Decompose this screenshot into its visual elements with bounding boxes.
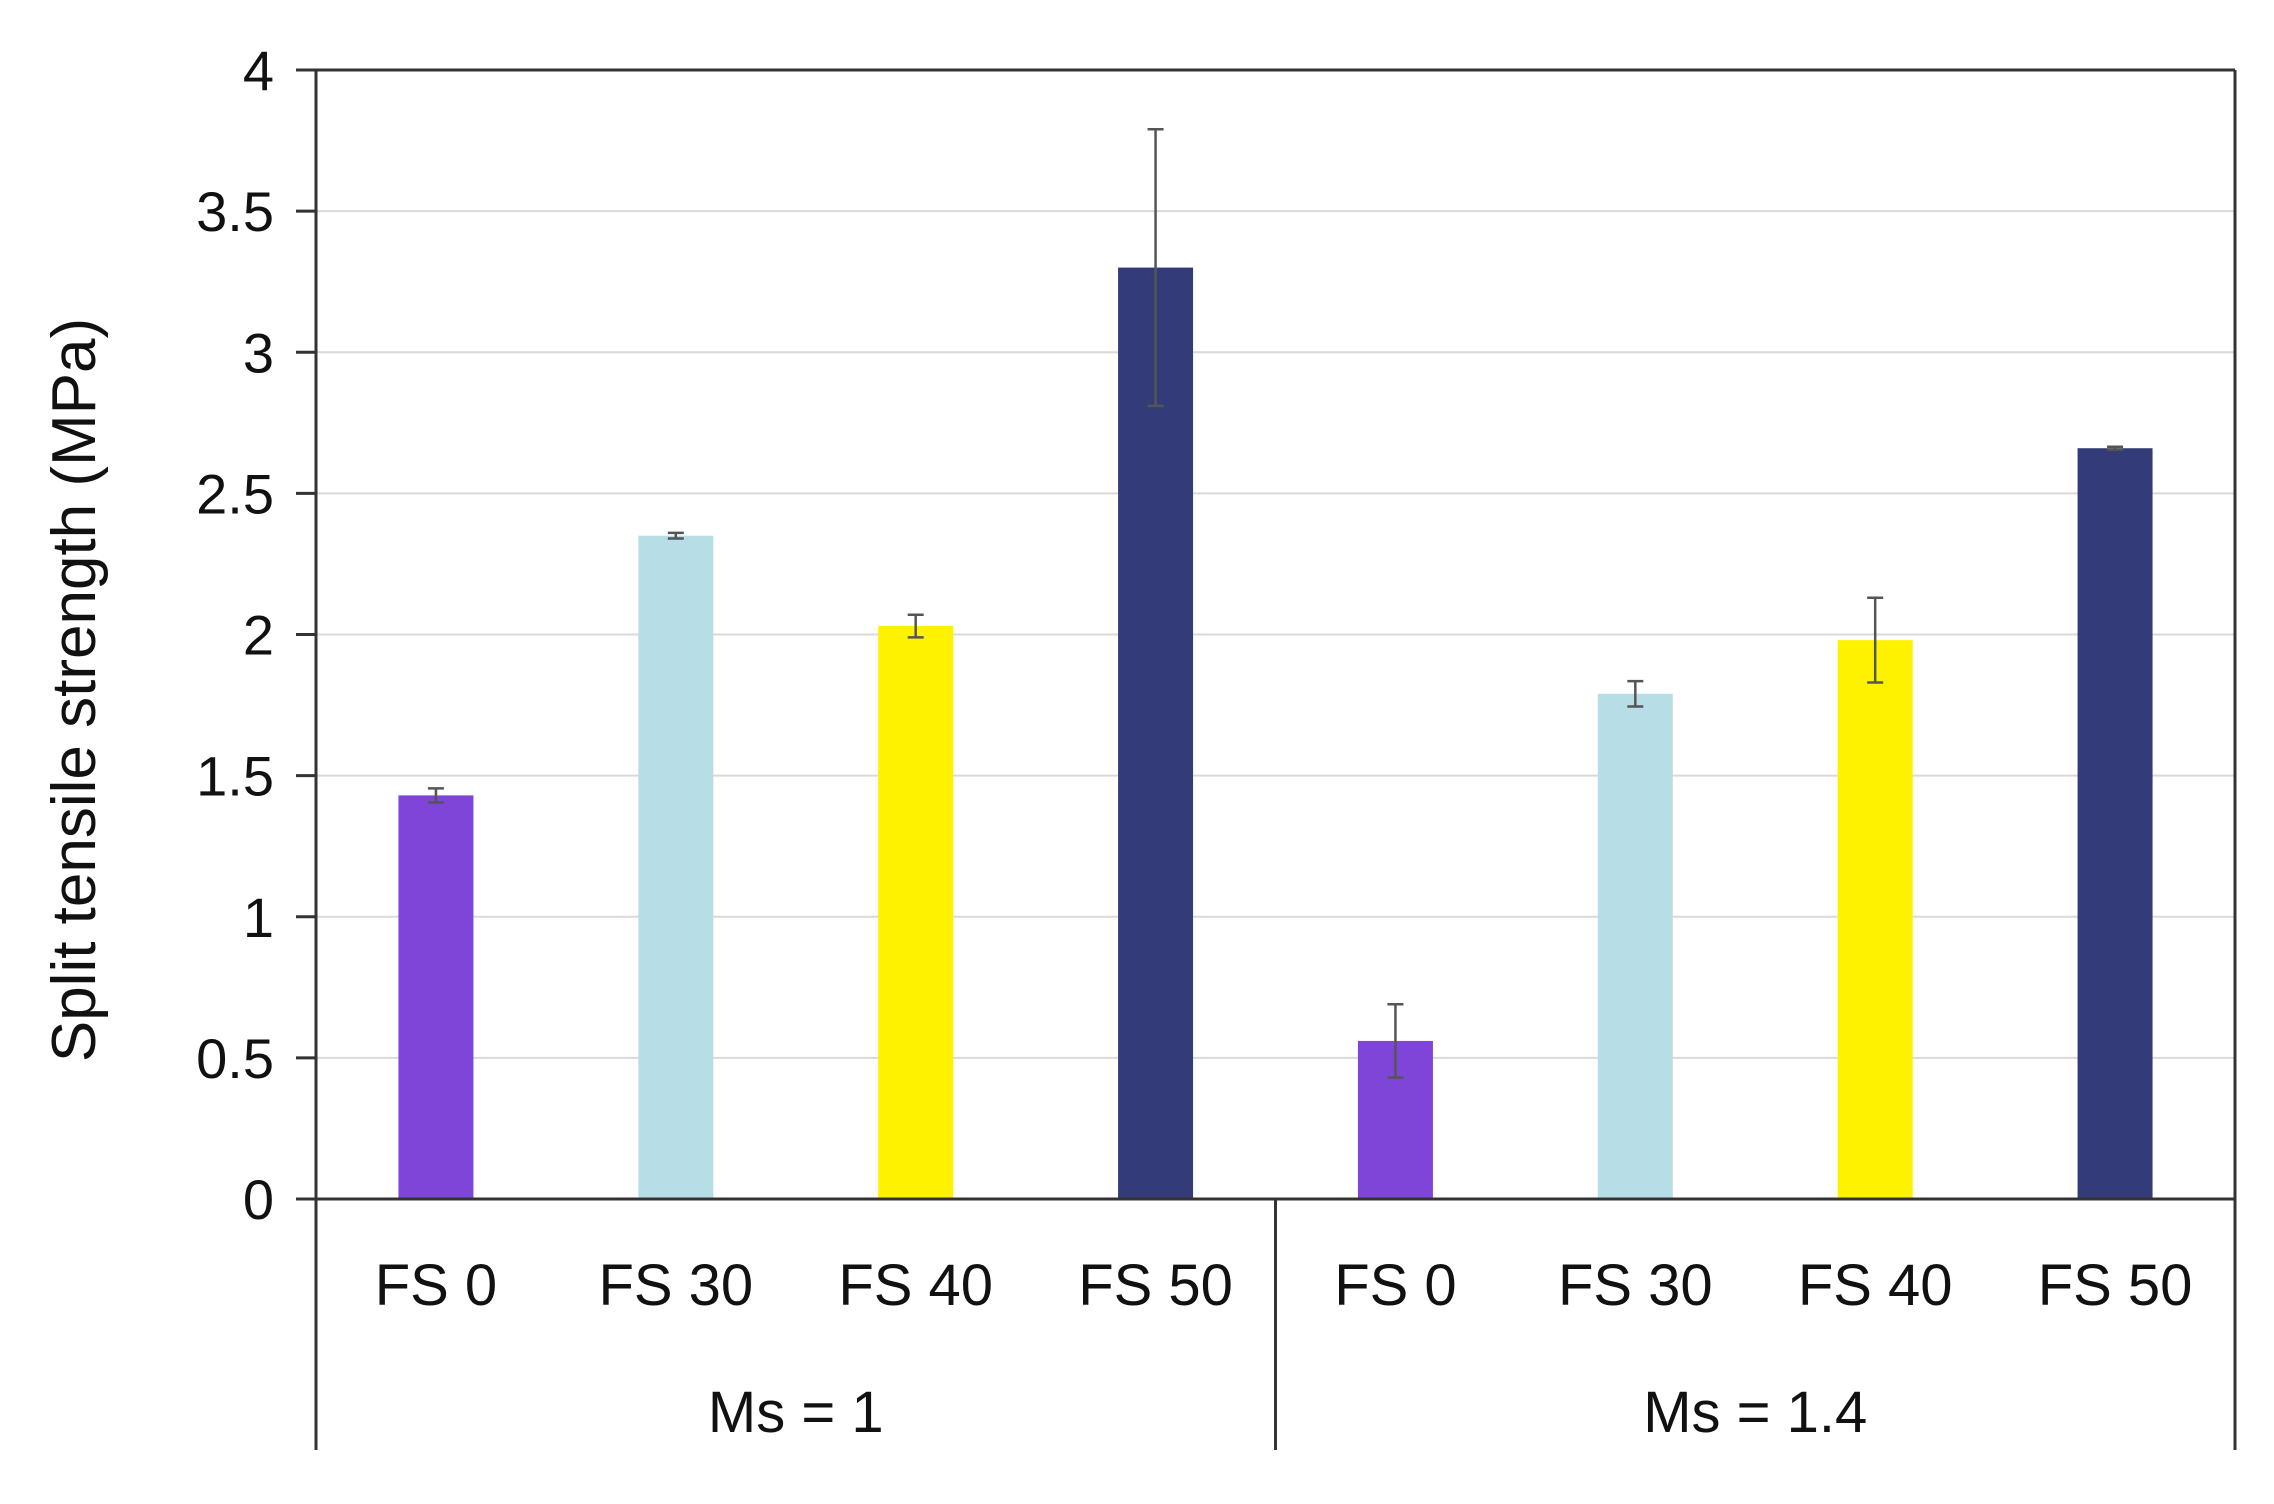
y-tick-label: 2.5: [196, 462, 274, 525]
x-tick-label: FS 50: [1078, 1253, 1233, 1318]
y-tick-label: 2: [243, 604, 274, 667]
bar: [1597, 693, 1673, 1199]
labels: 0 0.5 1 1.5 2 2.5 3 3.5 4 FS 0 FS 30 FS 40 FS 50 Ms =…: [196, 39, 2192, 1445]
gridlines: [316, 210, 2235, 1059]
y-tick-label: 3: [243, 321, 274, 384]
x-tick-label: FS 0: [375, 1253, 498, 1318]
x-tick-label: FS 40: [838, 1253, 993, 1318]
x-tick-label: FS 0: [1334, 1253, 1457, 1318]
x-tick-label: FS 30: [598, 1253, 753, 1318]
y-tick-label: 0: [243, 1168, 274, 1231]
x-tick-label: FS 40: [1798, 1253, 1953, 1318]
y-tick-label: 0.5: [196, 1027, 274, 1090]
y-tick-label: 1.5: [196, 745, 274, 808]
bars: [398, 128, 2153, 1200]
bar: [2077, 448, 2153, 1200]
bar: [1837, 640, 1913, 1199]
group-label: Ms = 1: [708, 1380, 884, 1445]
y-tick-label: 4: [243, 39, 274, 102]
bar: [398, 795, 474, 1199]
group-label: Ms = 1.4: [1643, 1380, 1867, 1445]
y-tick-label: 3.5: [196, 180, 274, 243]
x-tick-label: FS 30: [1558, 1253, 1713, 1318]
bar: [1118, 267, 1194, 1199]
x-tick-label: FS 50: [2038, 1253, 2193, 1318]
bar: [638, 535, 714, 1199]
axes: [296, 68, 2237, 1450]
y-axis-label: Split tensile strength (MPa): [40, 318, 109, 1062]
bar: [878, 626, 954, 1199]
y-tick-label: 1: [243, 886, 274, 949]
